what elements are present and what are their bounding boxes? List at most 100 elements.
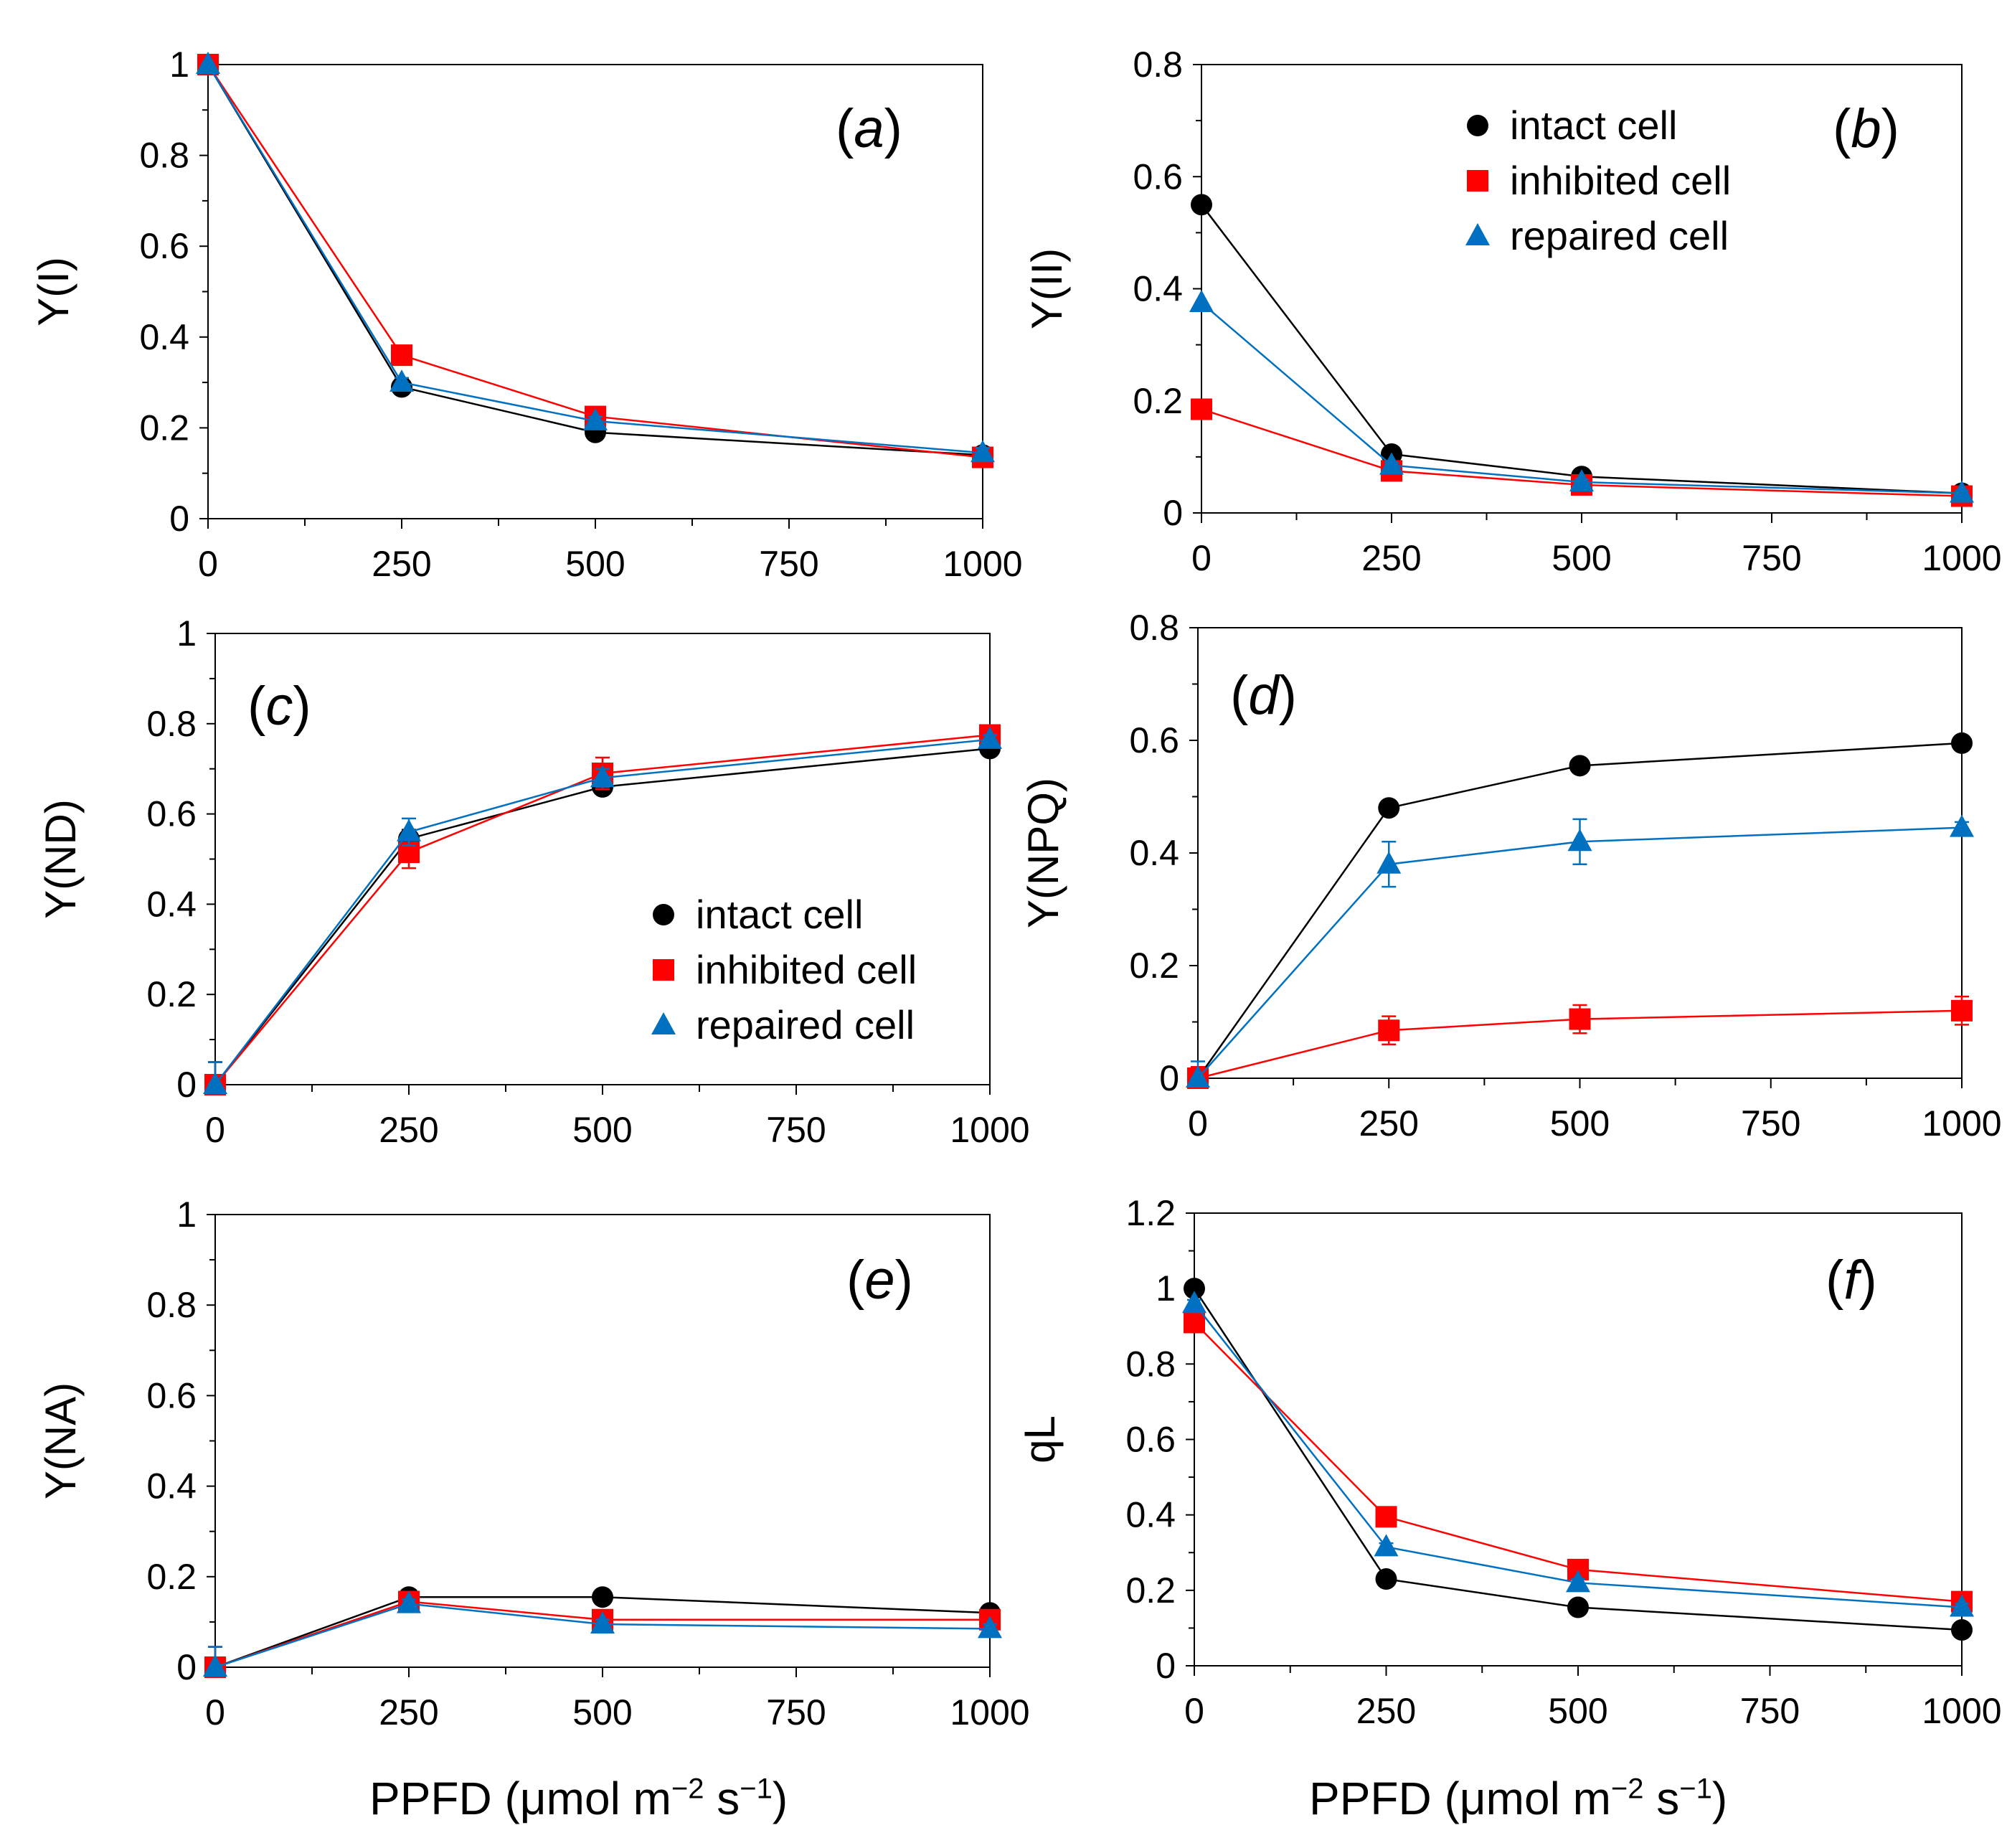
y-tick-label: 0.2	[146, 974, 197, 1014]
series-intact-cell	[1187, 732, 1973, 1089]
marker-square	[653, 959, 674, 981]
panel-label-letter: e	[864, 1250, 894, 1311]
x-tick-label: 750	[1740, 1691, 1800, 1731]
x-tick-label: 500	[1548, 1691, 1607, 1731]
series-line	[214, 1603, 991, 1669]
panel-label-open: (	[1230, 665, 1248, 726]
y-tick-label: 0.6	[1129, 720, 1179, 760]
marker-circle	[1467, 115, 1488, 136]
panel-label-close: )	[884, 98, 902, 159]
panel-label-open: (	[1826, 1250, 1843, 1311]
series-line	[1196, 742, 1963, 1079]
marker-triangle	[1376, 851, 1402, 874]
series-line	[214, 738, 991, 1085]
marker-circle	[1184, 1278, 1205, 1300]
x-tick-label: 250	[379, 1110, 438, 1150]
marker-triangle	[583, 407, 608, 430]
marker-triangle	[1567, 829, 1592, 852]
marker-circle	[1191, 194, 1212, 216]
series-repaired-cell	[1182, 1291, 1974, 1617]
y-tick-label: 0.8	[139, 136, 189, 176]
x-tick-label: 750	[759, 544, 818, 584]
legend-label: repaired cell	[696, 1002, 915, 1047]
series-repaired-cell	[203, 1590, 1002, 1677]
x-tick-label: 750	[766, 1692, 826, 1732]
series-line	[1197, 1009, 1963, 1080]
marker-square	[1378, 1019, 1400, 1042]
y-tick-label: 0	[176, 1647, 197, 1687]
x-axis-title-right: PPFD (μmol m−2 s−1)	[1309, 1772, 1727, 1825]
xlabel-exp2: −1	[1679, 1773, 1712, 1805]
marker-triangle	[1950, 814, 1974, 837]
y-tick-label: 0.6	[1133, 156, 1183, 197]
series-line	[1201, 408, 1963, 497]
panel-a: 0 0.2 0.4 0.6 0.8 1 0 250 500 750 1000 Y(I) (a)	[29, 44, 1023, 584]
y-tick-label: 0.8	[1133, 44, 1183, 85]
y-tick-label: 0	[1159, 1058, 1179, 1098]
series-line	[214, 1595, 991, 1669]
y-tick-label: 0.4	[1125, 1495, 1176, 1535]
legend-label: repaired cell	[1510, 213, 1729, 258]
marker-circle	[1375, 1568, 1397, 1590]
y-tick-label: 0.2	[1133, 381, 1183, 421]
panel-label: (a)	[836, 98, 902, 159]
marker-square	[1951, 999, 1973, 1022]
marker-circle	[653, 904, 674, 925]
marker-circle	[1567, 1596, 1589, 1618]
marker-triangle	[389, 369, 414, 392]
series-intact-cell	[1184, 1278, 1973, 1641]
y-axis-title: Y(NA)	[37, 1382, 85, 1499]
panel-label-close: )	[293, 676, 311, 737]
x-tick-label: 500	[1550, 1103, 1610, 1144]
panel-label: (f)	[1826, 1250, 1877, 1311]
y-tick-label: 0.8	[1129, 608, 1179, 648]
panel-label: (d)	[1230, 665, 1297, 726]
marker-square	[1375, 1506, 1397, 1528]
x-tick-label: 750	[1741, 1103, 1800, 1144]
y-tick-label: 0.4	[146, 884, 197, 924]
y-tick-label: 0.6	[139, 226, 189, 266]
x-tick-label: 500	[565, 544, 625, 584]
y-tick-label: 0.2	[1125, 1570, 1176, 1611]
legend-label: inhibited cell	[1510, 158, 1731, 203]
series-line	[1201, 302, 1963, 494]
panel-label-open: (	[1833, 98, 1851, 159]
legend-label: intact cell	[1510, 103, 1677, 148]
y-tick-label: 0	[1156, 1646, 1176, 1686]
panel-label: (c)	[247, 676, 311, 737]
panel-label-open: (	[846, 1250, 864, 1311]
xlabel-suffix: )	[1711, 1773, 1728, 1824]
legend-label: intact cell	[696, 892, 863, 937]
panel-label-letter: d	[1248, 665, 1280, 726]
xlabel-mid: s	[1643, 1773, 1680, 1824]
series-line	[207, 64, 983, 456]
marker-circle	[1378, 797, 1400, 819]
series-repaired-cell	[1186, 814, 1974, 1088]
y-tick-label: 0.6	[146, 794, 197, 834]
x-tick-label: 500	[572, 1692, 632, 1732]
series-line	[1194, 1303, 1963, 1608]
y-tick-label: 0.8	[146, 704, 197, 744]
marker-square	[1184, 1311, 1205, 1334]
x-tick-label: 0	[198, 544, 218, 584]
y-tick-label: 0.2	[1129, 946, 1179, 986]
y-axis-title: qL	[1016, 1415, 1064, 1463]
panel-label-letter: b	[1851, 98, 1881, 159]
marker-triangle	[590, 765, 615, 788]
marker-triangle	[397, 819, 421, 842]
y-tick-label: 0	[176, 1065, 197, 1105]
marker-circle	[592, 1586, 613, 1608]
y-tick-label: 0.4	[1133, 269, 1183, 309]
marker-circle	[1569, 755, 1591, 777]
x-tick-label: 250	[372, 544, 431, 584]
x-tick-label: 250	[379, 1692, 438, 1732]
series-line	[1197, 826, 1963, 1079]
panel-label: (e)	[846, 1250, 913, 1311]
marker-triangle	[1465, 223, 1490, 245]
xlabel-exp1: −2	[1610, 1773, 1644, 1805]
xlabel-suffix: )	[772, 1773, 788, 1824]
series-line	[1194, 1321, 1963, 1603]
legend: intact cell inhibited cell repaired cell	[1465, 103, 1731, 258]
series-repaired-cell	[1189, 290, 1974, 503]
